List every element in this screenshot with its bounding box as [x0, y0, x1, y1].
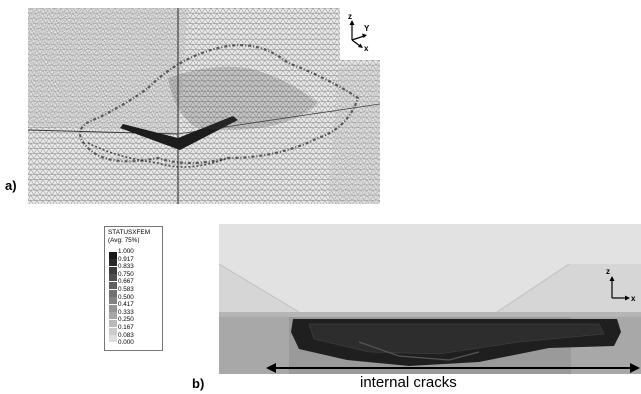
- status-xfem-legend: STATUSXFEM (Avg: 75%) 1.000 0.917 0.833 0.7…: [104, 226, 163, 351]
- legend-swatch: [109, 304, 117, 312]
- x-axis-arrow: [351, 39, 361, 47]
- legend-swatch: [109, 281, 117, 289]
- legend-swatch: [109, 335, 117, 343]
- legend-swatch: [109, 259, 117, 267]
- legend-title: STATUSXFEM: [108, 229, 151, 236]
- legend-swatch: [109, 319, 117, 327]
- panel-label-a: a): [5, 178, 17, 193]
- legend-value: 0.167: [118, 324, 134, 331]
- legend-swatch: [109, 312, 117, 320]
- legend-swatch: [109, 274, 117, 282]
- legend-swatch: [109, 266, 117, 274]
- fem-section-view: [219, 224, 641, 374]
- legend-value: 0.417: [118, 301, 134, 309]
- y-axis-arrow: [351, 35, 365, 41]
- legend-value: 0.583: [118, 286, 134, 293]
- legend-value: 0.333: [118, 308, 134, 316]
- legend-value: 0.667: [118, 278, 134, 286]
- legend-value: 0.833: [118, 263, 134, 271]
- legend-value: 0.000: [118, 339, 134, 347]
- legend-swatch: [109, 327, 117, 335]
- z-axis-label: z: [606, 267, 610, 276]
- mesh-view: [28, 8, 380, 204]
- x-axis-label: x: [631, 294, 636, 303]
- internal-cracks-arrow: [266, 363, 640, 373]
- x-axis-label: x: [364, 44, 369, 53]
- axis-triad-bottom: z x: [606, 267, 636, 303]
- legend-value: 0.083: [118, 331, 134, 339]
- internal-cracks-label: internal cracks: [360, 374, 457, 391]
- panel-label-b: b): [192, 376, 205, 391]
- axis-triad-top: z Y x: [348, 12, 370, 53]
- z-axis-label: z: [348, 12, 352, 21]
- legend-swatch: [109, 297, 117, 305]
- legend-swatch: [109, 251, 117, 259]
- y-axis-label: Y: [364, 24, 370, 33]
- legend-value: 0.500: [118, 293, 134, 301]
- legend-value: 0.250: [118, 316, 134, 324]
- legend-value: 0.750: [118, 270, 134, 278]
- legend-value: 0.917: [118, 255, 134, 263]
- legend-value: 1.000: [118, 248, 134, 255]
- legend-swatch: [109, 289, 117, 297]
- legend-subtitle: (Avg: 75%): [108, 237, 140, 244]
